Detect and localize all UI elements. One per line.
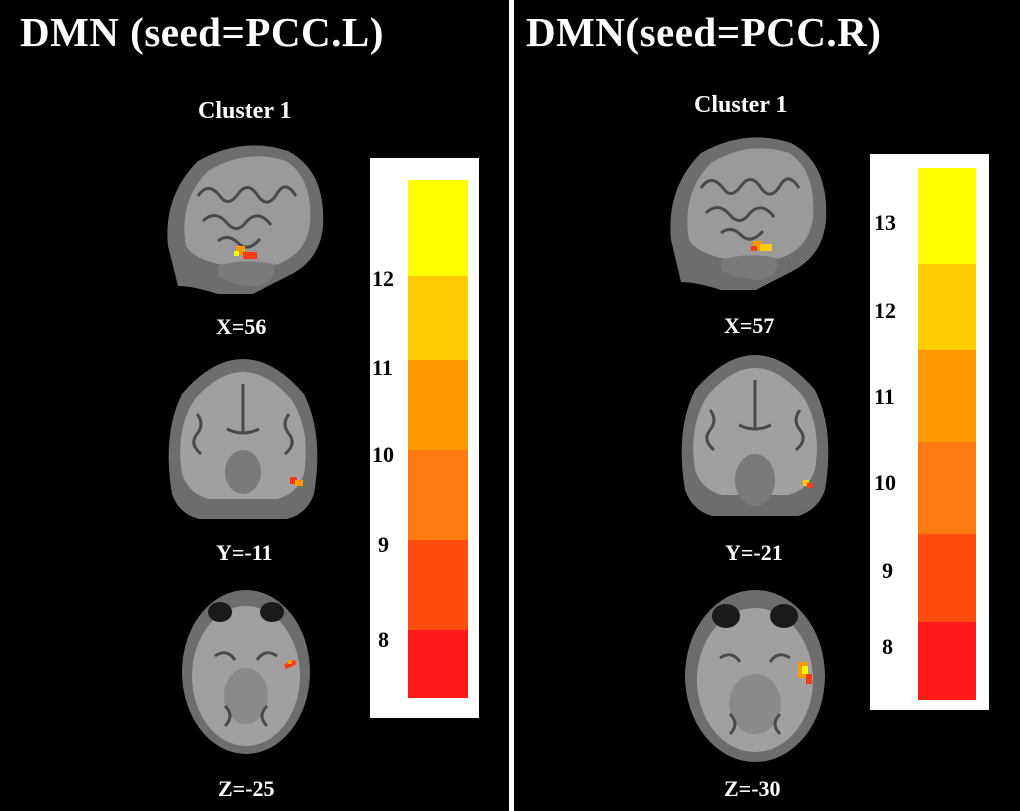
colorbar-segment [408, 450, 468, 540]
sagittal-brain-slice-left [167, 145, 324, 294]
colorbar-tick: 8 [882, 634, 893, 659]
colorbar-segment [408, 276, 468, 360]
activation-cluster-right-cor [803, 480, 809, 486]
colorbar-tick: 9 [882, 558, 893, 583]
colorbar-tick: 10 [372, 442, 394, 467]
slice-label-y-left: Y=-11 [216, 540, 273, 565]
colorbar-segment [918, 622, 976, 700]
slice-label-x-right: X=57 [724, 313, 775, 338]
colorbar-segment [408, 180, 468, 276]
coronal-brain-slice-left [168, 359, 318, 519]
colorbar-segment [918, 168, 976, 264]
sagittal-brain-slice-right [670, 137, 827, 290]
panel-title-right: DMN(seed=PCC.R) [526, 9, 882, 55]
colorbar-tick: 13 [874, 210, 896, 235]
axial-brain-slice-left [182, 590, 310, 754]
activation-cluster-left-cor [290, 477, 297, 484]
left-panel: DMN (seed=PCC.L) Cluster 1 X=56 Y=-11 Z=… [0, 0, 509, 811]
cluster-label-left: Cluster 1 [198, 98, 292, 124]
colorbar-tick: 12 [874, 298, 896, 323]
colorbar-left: 12 11 10 9 8 [370, 158, 479, 718]
colorbar-segment [918, 534, 976, 622]
right-panel: DMN(seed=PCC.R) Cluster 1 X=57 Y=-21 Z=-… [514, 0, 1020, 811]
colorbar-right: 13 12 11 10 9 8 [870, 154, 989, 710]
axial-brain-slice-right [685, 590, 825, 762]
colorbar-segment [408, 540, 468, 630]
colorbar-segment [918, 442, 976, 534]
colorbar-tick: 11 [874, 384, 895, 409]
colorbar-tick: 8 [378, 627, 389, 652]
slice-label-y-right: Y=-21 [725, 540, 783, 565]
slice-label-x-left: X=56 [216, 314, 267, 339]
cluster-label-right: Cluster 1 [694, 92, 788, 118]
colorbar-tick: 11 [372, 355, 393, 380]
colorbar-segment [918, 350, 976, 442]
coronal-brain-slice-right [681, 355, 829, 516]
colorbar-segment [408, 630, 468, 698]
colorbar-segment [918, 264, 976, 350]
slice-label-z-left: Z=-25 [218, 776, 275, 801]
colorbar-segment [408, 360, 468, 450]
slice-label-z-right: Z=-30 [724, 776, 781, 801]
activation-cluster-left-ax [283, 659, 297, 670]
panel-title-left: DMN (seed=PCC.L) [20, 9, 384, 55]
colorbar-tick: 10 [874, 470, 896, 495]
activation-cluster-left-sag [236, 246, 245, 255]
colorbar-tick: 9 [378, 532, 389, 557]
activation-cluster-right-sag [753, 241, 762, 250]
colorbar-tick: 12 [372, 266, 394, 291]
